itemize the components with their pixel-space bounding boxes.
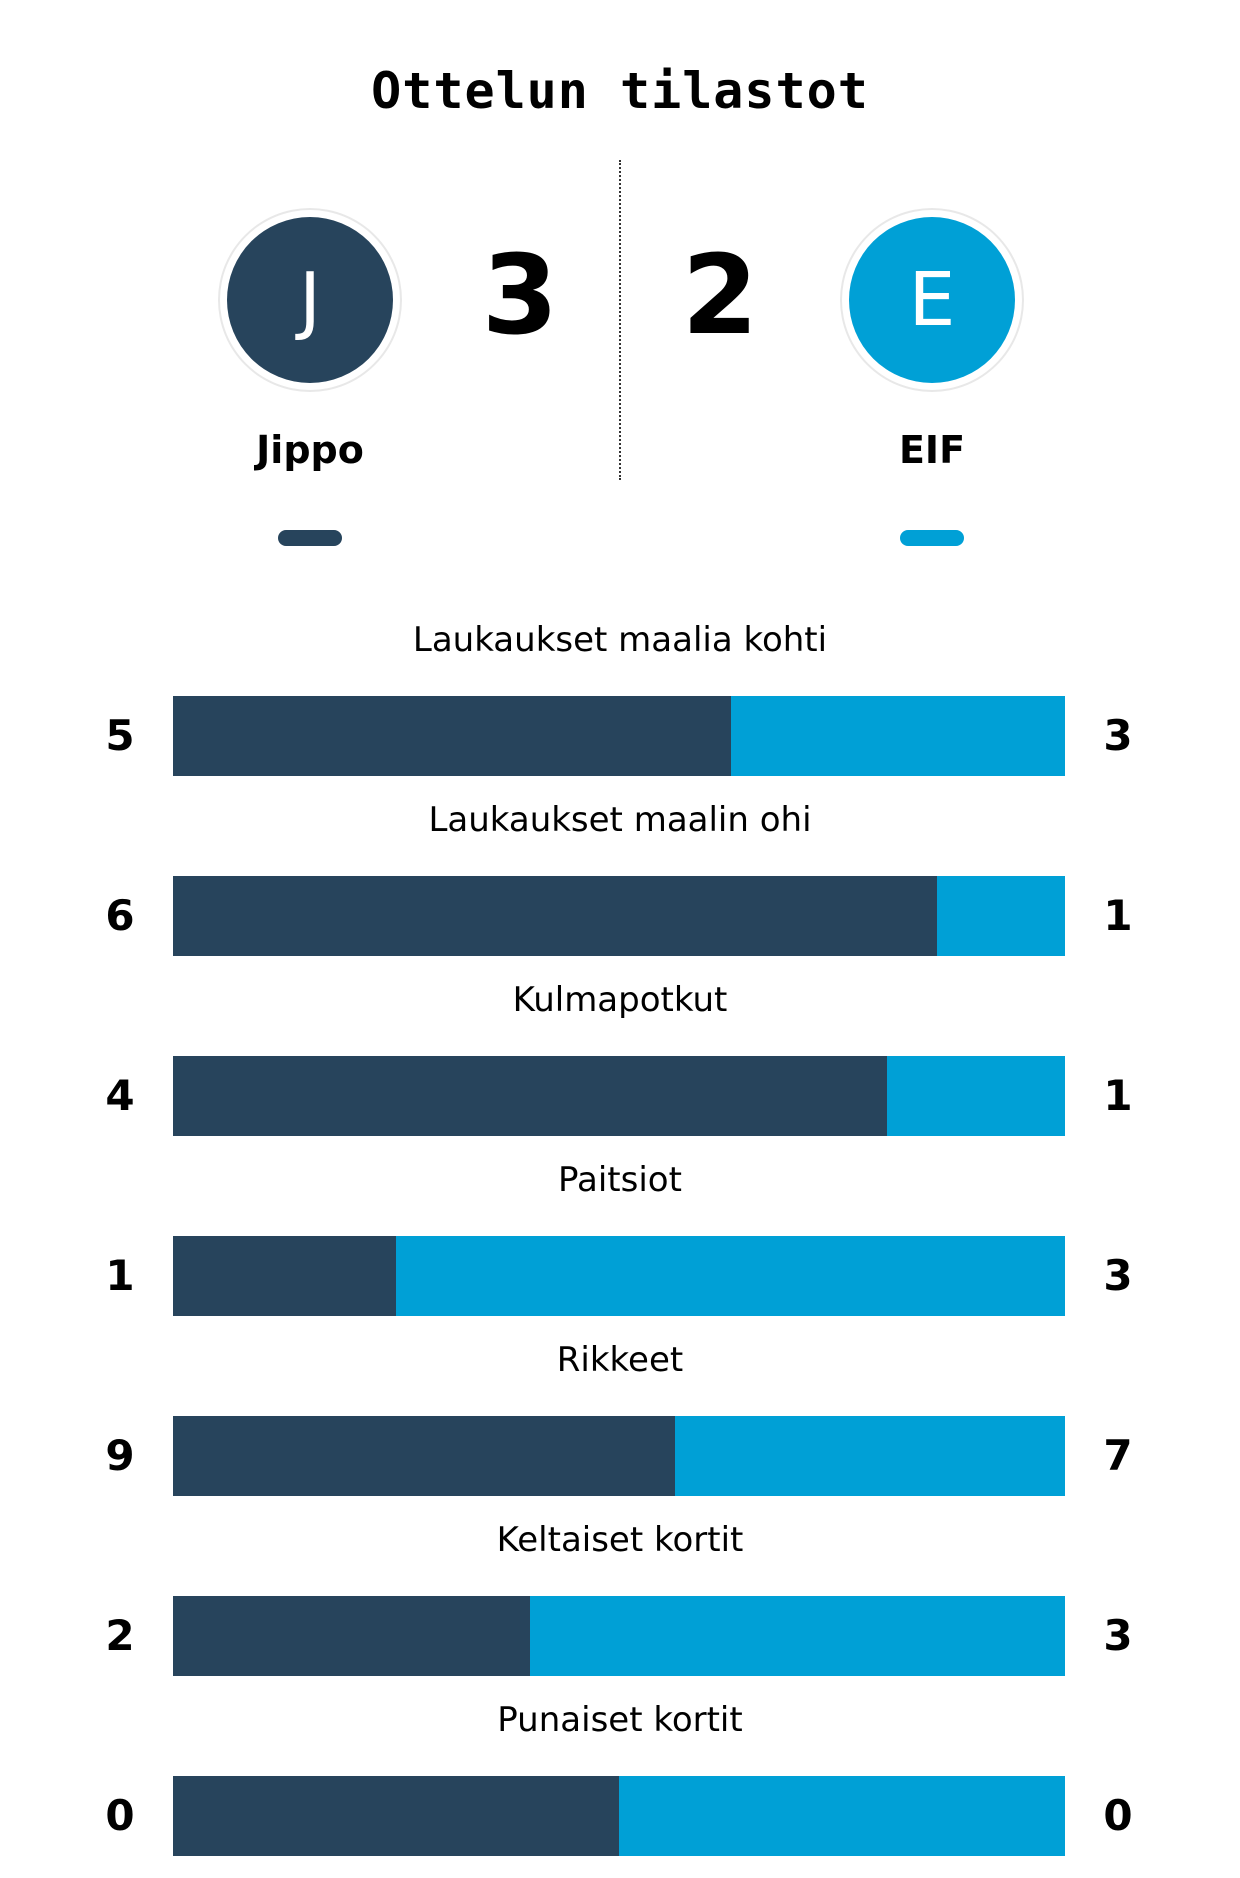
stat-bar xyxy=(173,1776,1065,1856)
away-stat-bar xyxy=(619,1776,1065,1856)
stat-row: Kulmapotkut 4 1 xyxy=(0,978,1240,1158)
away-stat-bar xyxy=(674,1416,1065,1496)
stat-bar xyxy=(173,1236,1065,1316)
stat-row: Laukaukset maalia kohti 5 3 xyxy=(0,618,1240,798)
stat-label: Keltaiset kortit xyxy=(496,1520,744,1560)
away-stat-value: 1 xyxy=(1103,1071,1133,1120)
home-stat-value: 4 xyxy=(105,1071,135,1120)
home-team-initial: J xyxy=(227,217,393,383)
away-team-name: EIF xyxy=(898,428,966,472)
home-stat-value: 1 xyxy=(105,1251,135,1300)
stat-label: Laukaukset maalin ohi xyxy=(428,800,812,840)
home-stat-value: 5 xyxy=(105,711,135,760)
away-stat-bar xyxy=(886,1056,1065,1136)
away-color-indicator xyxy=(900,530,964,546)
home-stat-value: 6 xyxy=(105,891,135,940)
stat-row: Keltaiset kortit 2 3 xyxy=(0,1518,1240,1698)
away-stat-value: 0 xyxy=(1103,1791,1133,1840)
score-divider xyxy=(619,160,621,480)
home-stat-bar xyxy=(173,696,731,776)
away-team-initial: E xyxy=(849,217,1015,383)
page-title: Ottelun tilastot xyxy=(371,62,869,120)
away-stat-value: 1 xyxy=(1103,891,1133,940)
away-stat-value: 3 xyxy=(1103,1611,1133,1660)
stat-bar xyxy=(173,1416,1065,1496)
away-stat-bar xyxy=(396,1236,1065,1316)
home-stat-bar xyxy=(173,1416,675,1496)
away-score: 2 xyxy=(681,231,759,359)
home-stat-bar xyxy=(173,1596,530,1676)
stat-label: Punaiset kortit xyxy=(497,1700,743,1740)
stat-bar xyxy=(173,1056,1065,1136)
home-stat-bar xyxy=(173,1056,887,1136)
home-stat-value: 0 xyxy=(105,1791,135,1840)
stat-bar xyxy=(173,696,1065,776)
away-team-crest: E xyxy=(842,210,1022,390)
stat-row: Laukaukset maalin ohi 6 1 xyxy=(0,798,1240,978)
stat-label: Laukaukset maalia kohti xyxy=(412,620,828,660)
away-stat-bar xyxy=(937,876,1065,956)
stat-label: Paitsiot xyxy=(558,1160,682,1200)
home-team-crest: J xyxy=(220,210,400,390)
away-stat-value: 3 xyxy=(1103,711,1133,760)
away-stat-value: 3 xyxy=(1103,1251,1133,1300)
home-stat-value: 2 xyxy=(105,1611,135,1660)
away-stat-bar xyxy=(730,696,1065,776)
home-stat-value: 9 xyxy=(105,1431,135,1480)
stat-bar xyxy=(173,876,1065,956)
home-color-indicator xyxy=(278,530,342,546)
home-score: 3 xyxy=(481,231,559,359)
home-stat-bar xyxy=(173,1776,619,1856)
stat-row: Paitsiot 1 3 xyxy=(0,1158,1240,1338)
stat-label: Kulmapotkut xyxy=(512,980,728,1020)
stat-label: Rikkeet xyxy=(556,1340,684,1380)
away-stat-bar xyxy=(529,1596,1065,1676)
stat-row: Rikkeet 9 7 xyxy=(0,1338,1240,1518)
home-stat-bar xyxy=(173,876,938,956)
stat-row: Punaiset kortit 0 0 xyxy=(0,1698,1240,1878)
away-stat-value: 7 xyxy=(1103,1431,1133,1480)
home-stat-bar xyxy=(173,1236,396,1316)
home-team-name: Jippo xyxy=(256,428,364,472)
stat-bar xyxy=(173,1596,1065,1676)
